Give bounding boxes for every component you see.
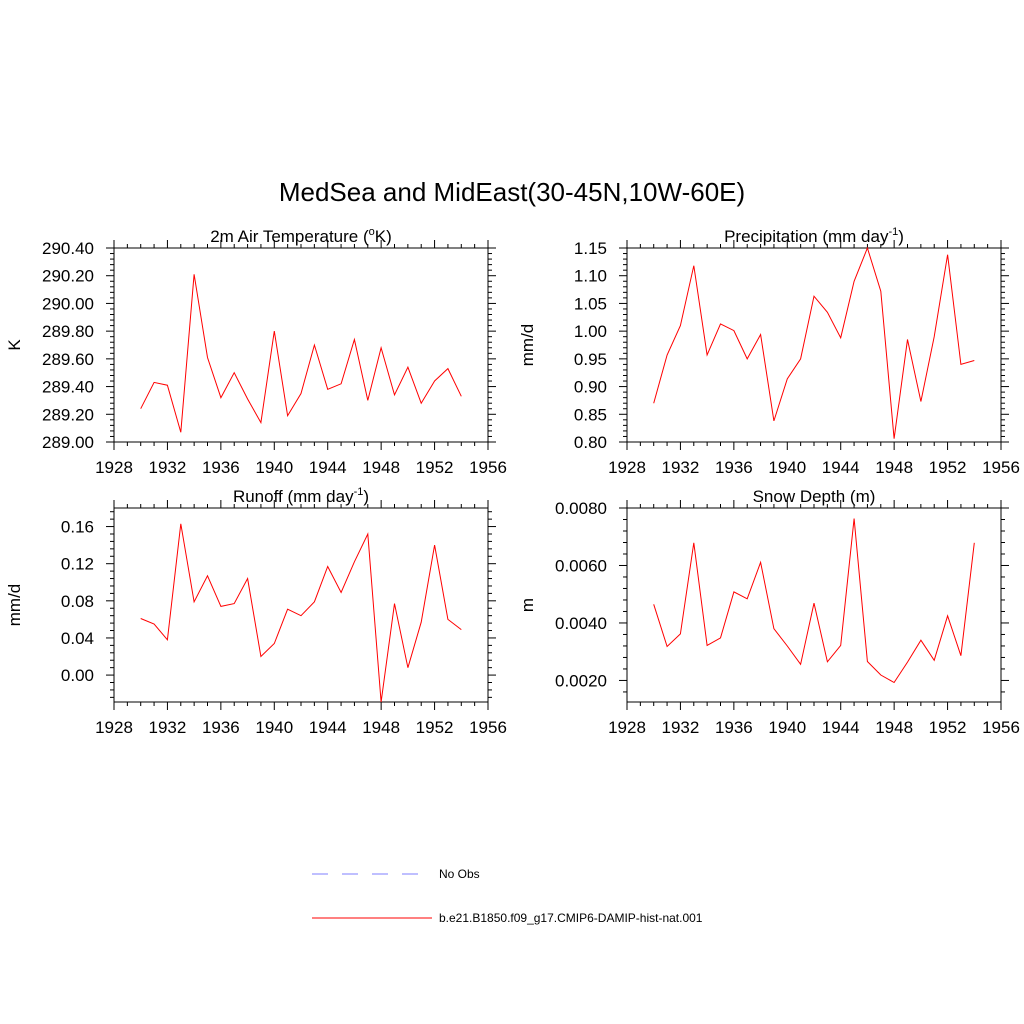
x-tick-label: 1936 xyxy=(715,718,753,737)
x-tick-label: 1948 xyxy=(875,458,913,477)
x-tick-label: 1936 xyxy=(715,458,753,477)
panel-title: Snow Depth (m) xyxy=(753,487,876,506)
x-tick-label: 1936 xyxy=(202,718,240,737)
x-tick-label: 1948 xyxy=(362,718,400,737)
x-tick-label: 1928 xyxy=(608,458,646,477)
y-tick-label: 289.20 xyxy=(42,405,94,424)
y-tick-label: 0.12 xyxy=(61,555,94,574)
chart-panel-2: Precipitation (mm day-1) mm/d 1928 1932 1936… xyxy=(518,226,1020,477)
x-tick-label: 1944 xyxy=(822,718,860,737)
y-axis-label: K xyxy=(5,339,24,351)
x-tick-label: 1936 xyxy=(202,458,240,477)
x-tick-label: 1956 xyxy=(469,718,507,737)
y-tick-label: 0.0040 xyxy=(555,614,607,633)
y-tick-label: 289.40 xyxy=(42,378,94,397)
series-line xyxy=(140,523,462,703)
x-tick-label: 1952 xyxy=(929,718,967,737)
y-tick-label: 0.95 xyxy=(574,350,607,369)
y-tick-label: 0.04 xyxy=(61,629,94,648)
x-tick-label: 1944 xyxy=(309,458,347,477)
y-tick-label: 290.00 xyxy=(42,294,94,313)
series-line xyxy=(653,246,975,439)
x-tick-label: 1952 xyxy=(416,458,454,477)
panel-title: Runoff (mm day-1) xyxy=(233,486,369,506)
x-tick-label: 1956 xyxy=(982,718,1020,737)
y-tick-label: 1.15 xyxy=(574,239,607,258)
y-axis-label: m xyxy=(518,598,537,612)
x-tick-label: 1952 xyxy=(416,718,454,737)
series-line xyxy=(653,518,975,684)
y-tick-label: 0.00 xyxy=(61,666,94,685)
chart-panel-3: Runoff (mm day-1) mm/d 1928 1932 1936 1940 194… xyxy=(5,486,507,737)
y-tick-label: 1.05 xyxy=(574,294,607,313)
y-tick-label: 1.10 xyxy=(574,267,607,286)
x-tick-label: 1940 xyxy=(255,458,293,477)
x-tick-label: 1928 xyxy=(95,718,133,737)
y-tick-label: 289.00 xyxy=(42,433,94,452)
y-tick-label: 0.90 xyxy=(574,378,607,397)
x-tick-label: 1944 xyxy=(309,718,347,737)
y-tick-label: 289.60 xyxy=(42,350,94,369)
x-tick-label: 1948 xyxy=(875,718,913,737)
x-tick-label: 1944 xyxy=(822,458,860,477)
y-tick-label: 290.20 xyxy=(42,267,94,286)
x-tick-label: 1928 xyxy=(95,458,133,477)
x-tick-label: 1932 xyxy=(149,458,187,477)
y-tick-label: 0.80 xyxy=(574,433,607,452)
chart-panel-4: Snow Depth (m) m 1928 1932 1936 1940 1944 1948 1… xyxy=(518,487,1020,737)
x-tick-label: 1948 xyxy=(362,458,400,477)
y-tick-label: 290.40 xyxy=(42,239,94,258)
y-tick-label: 289.80 xyxy=(42,322,94,341)
y-axis-label: mm/d xyxy=(5,584,24,627)
x-tick-label: 1940 xyxy=(768,458,806,477)
x-tick-label: 1956 xyxy=(982,458,1020,477)
x-tick-label: 1952 xyxy=(929,458,967,477)
legend: No Obs b.e21.B1850.f09_g17.CMIP6-DAMIP-h… xyxy=(312,867,703,925)
panel-title: 2m Air Temperature (oK) xyxy=(210,226,392,246)
chart-panel-1: 2m Air Temperature (oK) K 1928 1932 1936 1940… xyxy=(5,226,507,477)
y-tick-label: 0.08 xyxy=(61,592,94,611)
chart-panels: 2m Air Temperature (oK) K 1928 1932 1936 1940… xyxy=(5,226,1020,737)
x-tick-label: 1932 xyxy=(662,458,700,477)
x-tick-label: 1932 xyxy=(149,718,187,737)
legend-no-obs-label: No Obs xyxy=(439,867,480,881)
y-tick-label: 0.85 xyxy=(574,405,607,424)
x-tick-label: 1928 xyxy=(608,718,646,737)
y-tick-label: 0.0080 xyxy=(555,499,607,518)
x-tick-label: 1932 xyxy=(662,718,700,737)
legend-model-label: b.e21.B1850.f09_g17.CMIP6-DAMIP-hist-nat… xyxy=(439,911,703,925)
series-line xyxy=(140,274,462,433)
y-axis-label: mm/d xyxy=(518,324,537,367)
panel-title: Precipitation (mm day-1) xyxy=(724,226,904,246)
x-tick-label: 1956 xyxy=(469,458,507,477)
x-tick-label: 1940 xyxy=(768,718,806,737)
y-tick-label: 1.00 xyxy=(574,322,607,341)
y-tick-label: 0.0020 xyxy=(555,671,607,690)
y-tick-label: 0.16 xyxy=(61,518,94,537)
figure-title: MedSea and MidEast(30-45N,10W-60E) xyxy=(279,177,745,207)
x-tick-label: 1940 xyxy=(255,718,293,737)
y-tick-label: 0.0060 xyxy=(555,556,607,575)
